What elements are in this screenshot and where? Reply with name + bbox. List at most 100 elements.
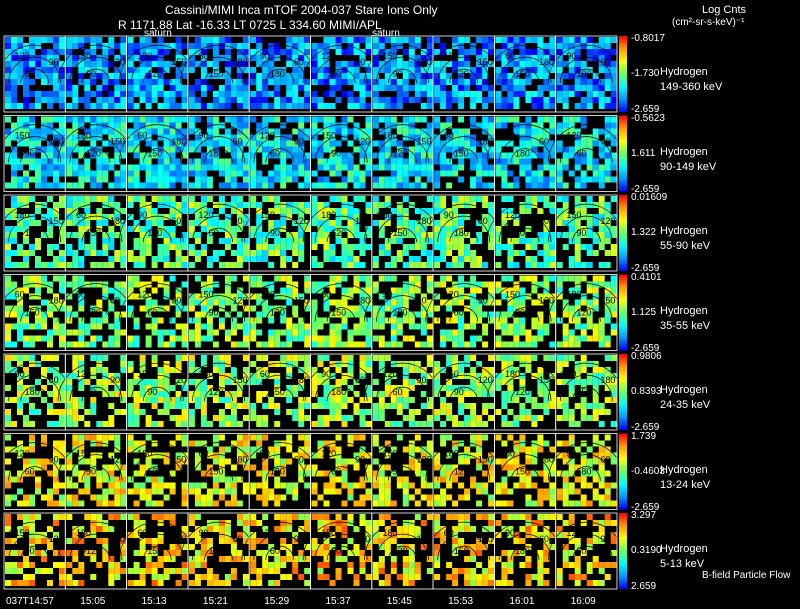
heatmap-cell [5, 458, 11, 465]
heatmap-cell [242, 97, 249, 103]
heatmap-cell [78, 226, 85, 232]
heatmap-cell [175, 262, 182, 268]
heatmap-cell [194, 367, 201, 373]
heatmap-cell [78, 317, 85, 324]
heatmap-cell [304, 397, 311, 403]
heatmap-cell [378, 49, 385, 55]
heatmap-cell [353, 256, 360, 262]
heatmap-cell [458, 61, 465, 67]
heatmap-cell [212, 146, 219, 153]
heatmap-cell [610, 85, 617, 91]
contour-line [388, 68, 417, 84]
heatmap-cell [464, 373, 471, 379]
heatmap-cell [212, 43, 219, 49]
heatmap-cell [139, 293, 146, 300]
heatmap-cell [440, 91, 447, 97]
heatmap-cell [194, 232, 201, 238]
heatmap-cell [72, 403, 79, 409]
heatmap-cell [513, 329, 520, 336]
heatmap-cell [242, 458, 249, 465]
heatmap-cell [59, 305, 65, 312]
heatmap-cell [262, 49, 269, 55]
heatmap-cell [298, 397, 305, 403]
heatmap-cell [482, 281, 489, 288]
heatmap-cell [274, 79, 281, 85]
heatmap-cell [133, 391, 140, 397]
heatmap-cell [311, 170, 318, 177]
heatmap-cell [108, 323, 115, 330]
heatmap-cell [414, 182, 421, 189]
heatmap-cell [537, 85, 544, 91]
heatmap-cell [120, 250, 127, 256]
heatmap-cell [580, 244, 587, 250]
heatmap-cell [236, 158, 243, 165]
heatmap-cell [120, 91, 127, 97]
contour-label: 120 [110, 57, 125, 67]
heatmap-cell [402, 128, 409, 135]
contour-label: 120 [539, 296, 554, 306]
heatmap-cell [218, 220, 225, 226]
heatmap-cell [556, 355, 563, 361]
heatmap-cell [347, 140, 354, 147]
heatmap-cell [268, 49, 275, 55]
heatmap-cell [562, 305, 569, 312]
heatmap-cell [347, 287, 354, 294]
heatmap-cell [206, 452, 213, 459]
heatmap-cell [29, 116, 35, 123]
contour-line [265, 307, 295, 322]
heatmap-cell [114, 464, 121, 471]
heatmap-cell [256, 494, 263, 501]
heatmap-cell [262, 140, 269, 147]
heatmap-cell [35, 293, 41, 300]
heatmap-cell [556, 91, 563, 97]
heatmap-cell [59, 500, 65, 507]
heatmap-cell [464, 67, 471, 73]
heatmap-cell [200, 379, 207, 385]
heatmap-cell [562, 275, 569, 282]
heatmap-cell [280, 182, 287, 189]
heatmap-cell [224, 238, 231, 244]
contour-label: 120 [600, 216, 615, 226]
heatmap-cell [230, 170, 237, 177]
heatmap-cell [268, 403, 275, 409]
contour-label: 150 [171, 455, 186, 465]
heatmap-cell [562, 128, 569, 135]
heatmap-cell [145, 341, 152, 348]
heatmap-cell [513, 158, 520, 165]
heatmap-cell [41, 158, 47, 165]
heatmap-cell [35, 311, 41, 318]
heatmap-cell [580, 226, 587, 232]
heatmap-cell [353, 128, 360, 135]
contour-label: 150 [199, 290, 214, 300]
heatmap-cell [102, 476, 109, 483]
heatmap-cell [181, 323, 188, 330]
heatmap-cell [531, 403, 538, 409]
heatmap-cell [482, 116, 489, 123]
heatmap-cell [372, 256, 379, 262]
heatmap-cell [139, 244, 146, 250]
heatmap-cell [574, 311, 581, 318]
heatmap-cell [218, 397, 225, 403]
heatmap-cell [610, 281, 617, 288]
heatmap-cell [151, 49, 158, 55]
heatmap-cell [133, 85, 140, 91]
heatmap-cell [592, 323, 599, 330]
heatmap-cell [90, 103, 97, 109]
heatmap-cell [114, 214, 121, 220]
heatmap-cell [84, 37, 91, 43]
heatmap-cell [59, 341, 65, 348]
heatmap-cell [304, 440, 311, 447]
heatmap-cell [108, 434, 115, 441]
heatmap-cell [408, 232, 415, 238]
heatmap-cell [200, 43, 207, 49]
heatmap-cell [5, 446, 11, 453]
contour-label: 90 [454, 387, 464, 397]
heatmap-cell [525, 244, 532, 250]
heatmap-cell [66, 476, 73, 483]
heatmap-cell [317, 116, 324, 123]
heatmap-cell [598, 403, 605, 409]
heatmap-cell [513, 152, 520, 159]
heatmap-cell [562, 73, 569, 79]
heatmap-cell [513, 250, 520, 256]
heatmap-cell [262, 97, 269, 103]
